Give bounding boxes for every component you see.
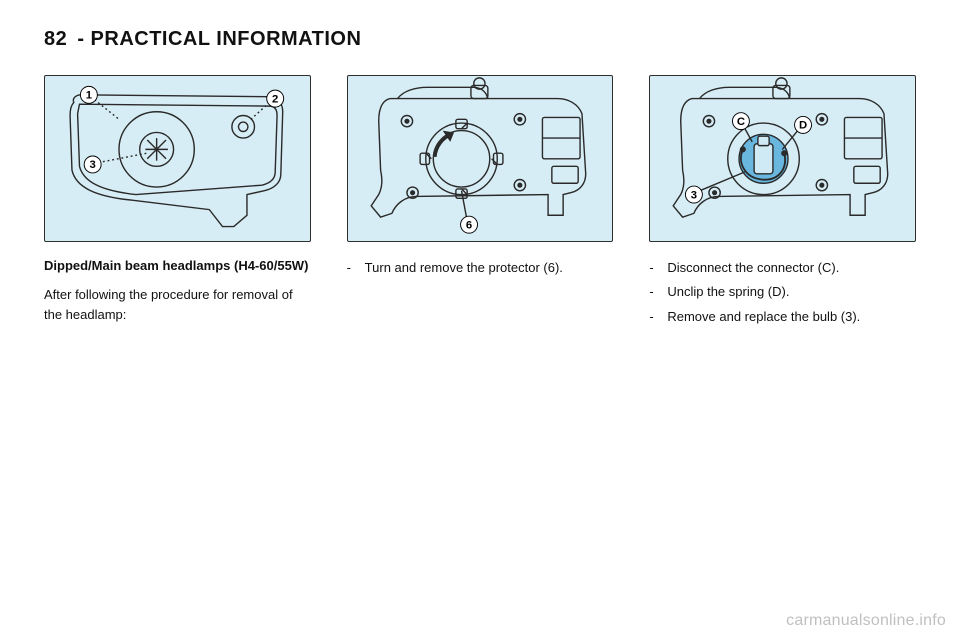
bullets-2: - Turn and remove the protector (6). [347, 256, 614, 281]
page-title: PRACTICAL INFORMATION [91, 28, 362, 50]
bullet-3-3-text: Remove and replace the bulb (3). [667, 305, 916, 330]
marker-1: 1 [86, 90, 92, 102]
bullet-dash: - [649, 256, 667, 281]
page: 82 - PRACTICAL INFORMATION [0, 0, 960, 640]
bullet-3-2: - Unclip the spring (D). [649, 280, 916, 305]
marker-D: D [799, 120, 807, 132]
column-3: C D 3 - Disconnect the connector (C). - … [649, 75, 916, 330]
bullet-3-1: - Disconnect the connector (C). [649, 256, 916, 281]
headlamp-rear-bulb-icon: C D 3 [650, 76, 915, 241]
marker-3: 3 [90, 159, 96, 171]
bullet-2-1-text: Turn and remove the protector (6). [365, 256, 614, 281]
marker-3b: 3 [691, 189, 697, 201]
bullet-3-3: - Remove and replace the bulb (3). [649, 305, 916, 330]
column-2: 6 - Turn and remove the protector (6). [347, 75, 614, 330]
figure-rear-protector: 6 [347, 75, 614, 242]
bullet-3-1-text: Disconnect the connector (C). [667, 256, 916, 281]
bullet-dash: - [347, 256, 365, 281]
bullet-3-2-text: Unclip the spring (D). [667, 280, 916, 305]
caption-1-body: After following the procedure for remova… [44, 285, 311, 324]
columns: 1 2 3 Dipped/Main beam headlamps (H4-60/… [44, 75, 916, 330]
caption-1-title: Dipped/Main beam headlamps (H4-60/55W) [44, 256, 311, 276]
title-separator: - [77, 28, 84, 50]
marker-2: 2 [272, 93, 278, 105]
column-1: 1 2 3 Dipped/Main beam headlamps (H4-60/… [44, 75, 311, 330]
figure-rear-bulb: C D 3 [649, 75, 916, 242]
bullet-2-1: - Turn and remove the protector (6). [347, 256, 614, 281]
headlamp-front-icon: 1 2 3 [45, 76, 310, 241]
headlamp-rear-protector-icon: 6 [348, 76, 613, 241]
watermark: carmanualsonline.info [786, 612, 946, 630]
figure-front-headlamp: 1 2 3 [44, 75, 311, 242]
page-header: 82 - PRACTICAL INFORMATION [44, 28, 916, 51]
bullet-dash: - [649, 280, 667, 305]
bullets-3: - Disconnect the connector (C). - Unclip… [649, 256, 916, 330]
marker-6: 6 [466, 219, 472, 231]
marker-C: C [737, 116, 745, 128]
caption-1: Dipped/Main beam headlamps (H4-60/55W) A… [44, 256, 311, 325]
page-number: 82 [44, 28, 67, 50]
bullet-dash: - [649, 305, 667, 330]
